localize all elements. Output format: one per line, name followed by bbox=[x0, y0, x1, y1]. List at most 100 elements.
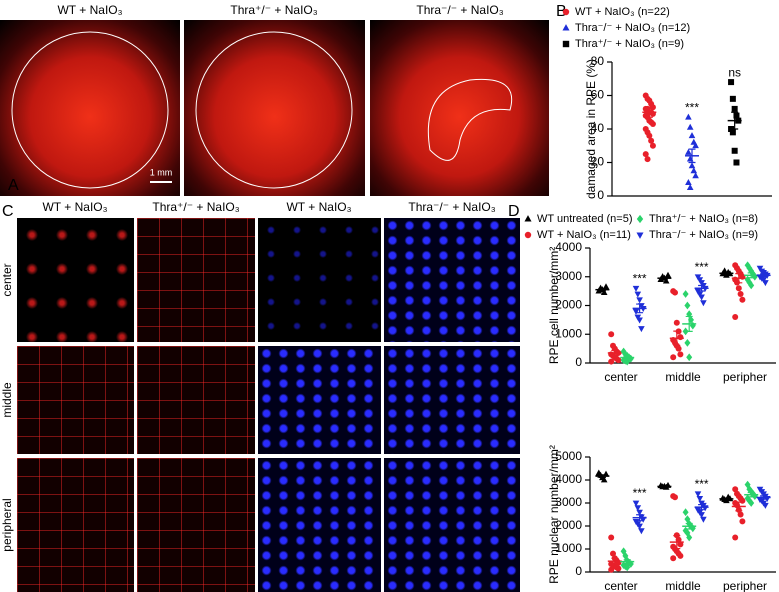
legend-marker bbox=[562, 24, 570, 31]
dot bbox=[610, 550, 616, 557]
column-label: WT + NaIO₃ bbox=[42, 200, 107, 214]
dot bbox=[686, 123, 694, 130]
dot bbox=[649, 142, 656, 149]
annotation: *** bbox=[685, 100, 699, 114]
dot bbox=[744, 275, 751, 284]
error-bar bbox=[722, 271, 730, 275]
micrograph bbox=[258, 458, 381, 592]
image-label: Thra⁻/⁻ + NaIO₃ bbox=[416, 3, 503, 17]
annotation: ns bbox=[728, 65, 741, 79]
dot bbox=[748, 267, 755, 275]
error-bar bbox=[735, 501, 743, 512]
error-bar bbox=[747, 491, 755, 498]
dot bbox=[686, 310, 693, 319]
dot bbox=[751, 272, 758, 281]
dot bbox=[636, 317, 643, 324]
dot bbox=[762, 502, 769, 509]
dot bbox=[728, 79, 735, 86]
dot bbox=[733, 159, 740, 166]
legend-label: WT + NaIO₃ (n=11) bbox=[537, 229, 631, 241]
dot bbox=[649, 120, 656, 127]
dot bbox=[642, 151, 649, 158]
error-bar bbox=[611, 349, 619, 357]
dot bbox=[688, 162, 696, 169]
dot bbox=[686, 353, 693, 362]
error-bar bbox=[760, 273, 768, 278]
dot bbox=[662, 277, 670, 284]
dot bbox=[698, 512, 705, 519]
micrograph bbox=[384, 346, 520, 454]
dot bbox=[692, 142, 699, 149]
micrograph bbox=[137, 458, 255, 592]
dot bbox=[729, 129, 736, 136]
annotation: *** bbox=[633, 486, 647, 500]
y-axis-label: damaged area in RPE (%) bbox=[584, 59, 598, 199]
dot bbox=[737, 511, 744, 518]
legend-marker bbox=[636, 214, 644, 224]
error-bar bbox=[636, 514, 644, 522]
dot bbox=[682, 508, 689, 517]
y-tick-label: 2000 bbox=[555, 298, 582, 312]
y-tick-label: 0 bbox=[575, 355, 582, 369]
dot bbox=[692, 172, 699, 179]
dot bbox=[682, 290, 689, 298]
error-bar bbox=[760, 495, 768, 500]
y-tick-label: 3000 bbox=[555, 269, 582, 283]
error-bar bbox=[722, 497, 730, 501]
dot bbox=[733, 112, 740, 119]
dot bbox=[688, 132, 696, 139]
x-tick-label: peripher bbox=[723, 579, 767, 592]
dot bbox=[750, 269, 756, 278]
dot bbox=[684, 301, 691, 310]
dot bbox=[739, 296, 746, 303]
dot bbox=[634, 505, 642, 512]
column-label: Thra⁻/⁻ + NaIO₃ bbox=[408, 200, 495, 214]
dot bbox=[732, 534, 739, 541]
dot bbox=[748, 281, 755, 290]
error-bar bbox=[685, 522, 693, 530]
dot bbox=[728, 126, 735, 132]
dot bbox=[615, 565, 622, 572]
error-bar bbox=[660, 276, 668, 280]
dot bbox=[748, 487, 755, 496]
micrograph bbox=[17, 346, 134, 454]
dot bbox=[748, 499, 755, 507]
dot bbox=[746, 264, 753, 273]
scale-label: 1 mm bbox=[150, 167, 173, 177]
dot bbox=[731, 147, 738, 154]
legend-label: Thra⁺/⁻ + NaIO₃ (n=9) bbox=[575, 38, 684, 50]
retina-image bbox=[184, 20, 365, 196]
panel-letter: D bbox=[508, 203, 520, 220]
micrograph bbox=[17, 458, 134, 592]
dot bbox=[600, 476, 608, 483]
dot bbox=[636, 509, 643, 516]
micrograph bbox=[258, 218, 381, 342]
annotation: *** bbox=[695, 260, 709, 274]
error-bar bbox=[688, 148, 696, 164]
error-bar bbox=[660, 485, 668, 488]
y-tick-label: 0 bbox=[597, 188, 604, 202]
x-tick-label: peripher bbox=[723, 370, 767, 384]
legend-marker bbox=[524, 231, 532, 239]
micrograph bbox=[258, 346, 381, 454]
dot bbox=[677, 351, 684, 358]
y-tick-label: 20 bbox=[591, 155, 605, 169]
dot bbox=[632, 500, 640, 507]
dot bbox=[690, 167, 698, 174]
error-bar bbox=[598, 474, 606, 478]
dot bbox=[685, 179, 692, 185]
y-axis-label: RPE nuclear number/mm² bbox=[547, 445, 561, 584]
dot bbox=[700, 300, 707, 307]
error-bar bbox=[645, 106, 653, 118]
dot bbox=[689, 321, 696, 330]
dot bbox=[608, 358, 615, 365]
dot bbox=[682, 327, 689, 336]
dot bbox=[696, 496, 704, 502]
panel-letter: B bbox=[556, 3, 567, 20]
image-label: Thra⁺/⁻ + NaIO₃ bbox=[230, 3, 317, 17]
error-bar bbox=[673, 330, 681, 347]
error-bar bbox=[598, 287, 606, 292]
dot bbox=[735, 285, 742, 292]
dot bbox=[701, 505, 709, 512]
